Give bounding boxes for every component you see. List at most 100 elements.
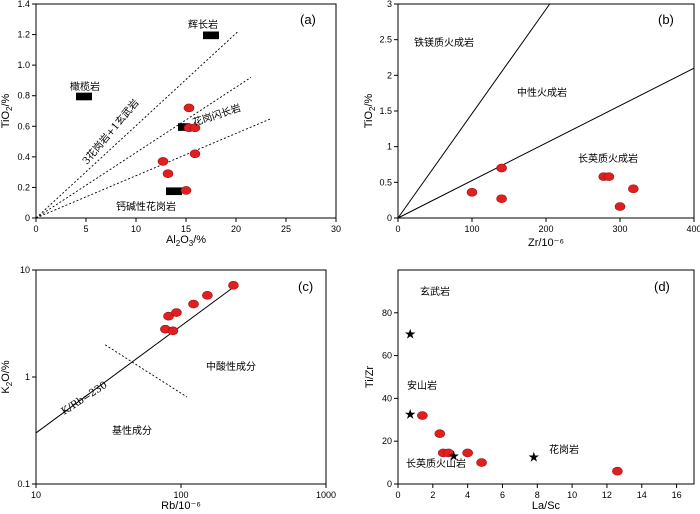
panel-a-boundary-line — [35, 31, 239, 219]
panel-c-label: (c) — [298, 279, 313, 294]
panel-c-data-point — [202, 291, 213, 300]
panel-c-boundary-line — [35, 286, 234, 434]
panel-b-ytick-label: 1.5 — [379, 106, 392, 116]
panel-a-boundary-line — [35, 76, 252, 219]
panel-b-ytick-label: 3 — [387, 0, 392, 9]
panel-a-data-point — [180, 186, 192, 195]
panel-a-ytick-label: 0.2 — [17, 182, 30, 192]
panel-d-xtick-label: 12 — [602, 490, 612, 500]
panel-d-xtick-label: 6 — [500, 490, 505, 500]
panel-c-ylabel: K2O/% — [0, 360, 14, 393]
panel-b-yticks: 0 0.5 1 1.5 2 2.5 3 — [379, 0, 398, 223]
panel-a-data-point — [189, 123, 201, 133]
panel-b-data-point — [614, 202, 626, 211]
panel-a-xlabel: Al2O3/% — [166, 234, 206, 248]
panel-b-xtick-label: 100 — [464, 224, 479, 234]
panel-a-xtick-label: 10 — [131, 224, 141, 234]
panel-d-xtick-label: 10 — [567, 490, 577, 500]
panel-c: 10 100 1000 0.1 1 10 (c) Rb/10⁻⁶ K2O/% K/Rb=… — [0, 265, 336, 512]
panel-d-data-point — [612, 466, 623, 476]
panel-b-points — [466, 163, 639, 211]
panel-d-points — [417, 411, 623, 476]
panel-a-reference-field — [76, 92, 92, 101]
panel-d-data-point — [417, 411, 428, 420]
panel-a: 0 5 10 15 20 25 30 00.20.40.60.81.01.21.4 (a) … — [0, 0, 341, 248]
panel-a-data-point — [157, 157, 169, 166]
panel-b-ylabel: TiO2/% — [363, 93, 377, 128]
panel-a-label: (a) — [300, 12, 316, 27]
panel-b-ytick-label: 0.5 — [379, 177, 392, 187]
panel-b-ytick-label: 0 — [387, 213, 392, 223]
panel-a-data-point — [183, 103, 195, 113]
panel-d-ytick-label: 80 — [382, 308, 392, 318]
panel-a-reference-field — [203, 31, 219, 40]
panel-d-note-granite: 花岗岩 — [549, 443, 579, 456]
panel-a-ytick-label: 0.8 — [17, 91, 30, 101]
panel-b-note-intermediate: 中性火成岩 — [517, 86, 567, 99]
panel-a-xtick-label: 5 — [83, 224, 88, 234]
panel-b-xtick-label: 300 — [612, 224, 627, 234]
panel-c-xticks: 10 100 1000 — [31, 484, 336, 500]
panel-c-note-krb: K/Rb=230 — [60, 380, 110, 418]
panel-c-yticks: 0.1 1 10 — [17, 265, 36, 489]
panel-a-xtick-label: 0 — [33, 224, 38, 234]
panel-a-ytick-label: 0 — [25, 213, 30, 223]
panel-a-points — [157, 103, 201, 195]
panel-b-data-point — [603, 172, 615, 181]
panel-a-note-calcalkaline: 钙碱性花岗岩 — [116, 200, 176, 213]
panel-d-xticks: 0 2 4 6 8 10 12 14 16 — [395, 484, 682, 500]
panel-a-xtick-label: 30 — [331, 224, 341, 234]
panel-a-ref-lines — [35, 31, 272, 219]
panel-a-note-granodiorite: 花岗闪长岩 — [191, 101, 243, 129]
panel-d-ytick-label: 40 — [382, 393, 392, 403]
panel-c-xtick-label: 10 — [31, 490, 41, 500]
panel-d-note-andesite: 安山岩 — [407, 379, 437, 392]
panel-b-ytick-label: 2.5 — [379, 35, 392, 45]
panel-a-ytick-label: 1.0 — [17, 60, 30, 70]
panel-d-xtick-label: 14 — [637, 490, 647, 500]
panel-d-xtick-label: 8 — [535, 490, 540, 500]
panel-a-ytick-label: 1.4 — [17, 0, 30, 9]
panel-c-data-point — [167, 326, 179, 336]
panel-c-lines — [35, 286, 234, 434]
panel-d-xtick-label: 4 — [465, 490, 470, 500]
panel-b-data-point — [466, 188, 478, 197]
panel-b-boundary-line — [397, 67, 695, 219]
panel-a-ylabel: TiO2/% — [0, 93, 14, 128]
panel-a-xticks: 0 5 10 15 20 25 30 — [33, 218, 341, 234]
panel-b-data-point — [496, 194, 507, 204]
panel-d-note-basalt: 玄武岩 — [420, 285, 450, 298]
panel-c-data-point — [188, 299, 199, 309]
panel-c-points — [160, 280, 239, 336]
panel-d-reference-star — [404, 408, 416, 419]
panel-b-label: (b) — [658, 12, 674, 27]
panel-c-ytick-label: 10 — [20, 265, 30, 275]
panel-c-frame — [35, 269, 327, 485]
panel-a-ytick-label: 0.4 — [17, 152, 30, 162]
panel-c-xtick-label: 100 — [173, 490, 188, 500]
panel-b: 0 100 200 300 400 00.511.522.53 (b) Zr/10⁻⁶ … — [363, 0, 700, 249]
panel-a-xtick-label: 15 — [181, 224, 191, 234]
panel-d-xtick-label: 16 — [672, 490, 682, 500]
panel-c-boundary-line — [104, 344, 188, 398]
panel-b-ytick-label: 2 — [387, 70, 392, 80]
panel-a-note-gabbro: 辉长岩 — [188, 18, 218, 31]
panel-d-reference-star — [528, 451, 540, 462]
panel-d-data-point — [462, 448, 473, 458]
panel-a-xtick-label: 25 — [281, 224, 291, 234]
panel-b-lines — [397, 3, 695, 219]
panel-c-note-felsic: 中酸性成分 — [206, 360, 256, 373]
panel-b-xtick-label: 400 — [686, 224, 700, 234]
panel-b-note-mafic: 铁镁质火成岩 — [414, 36, 474, 49]
panel-d-frame — [397, 269, 695, 485]
panel-c-xlabel: Rb/10⁻⁶ — [161, 500, 201, 512]
panel-b-boundary-line — [397, 3, 551, 219]
panel-a-note-peridotite: 橄榄岩 — [70, 80, 100, 93]
panel-d-ylabel: Ti/Zr — [364, 366, 376, 389]
panel-b-xtick-label: 0 — [395, 224, 400, 234]
panel-d-ytick-label: 20 — [382, 436, 392, 446]
panel-c-data-point — [228, 280, 239, 290]
panel-d-reference-star — [404, 328, 416, 339]
